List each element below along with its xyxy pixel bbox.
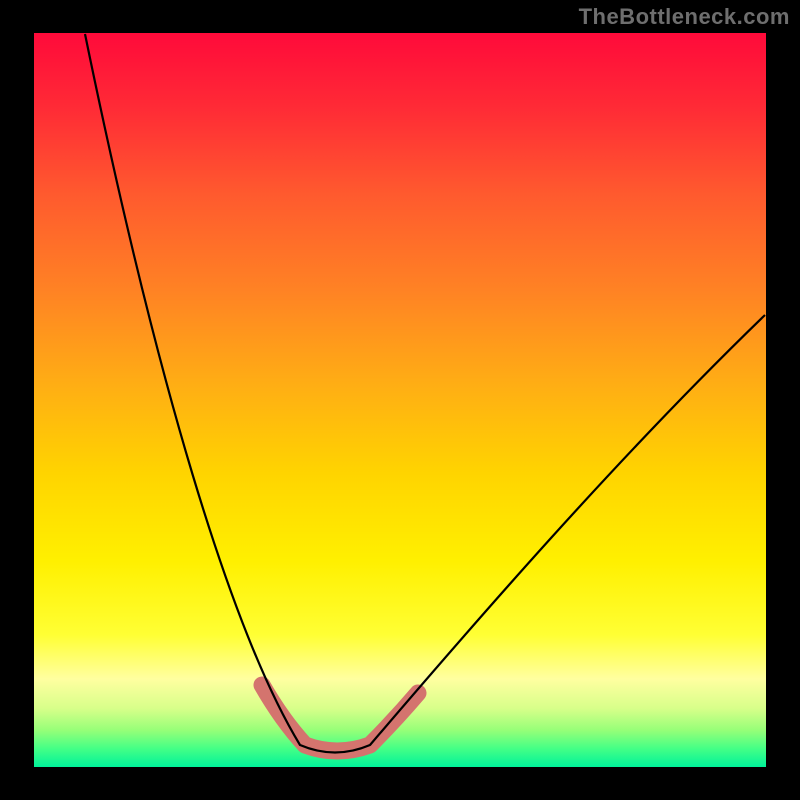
gradient-background bbox=[34, 33, 766, 767]
chart-stage: TheBottleneck.com bbox=[0, 0, 800, 800]
watermark-text: TheBottleneck.com bbox=[579, 4, 790, 30]
bottleneck-chart-svg bbox=[0, 0, 800, 800]
